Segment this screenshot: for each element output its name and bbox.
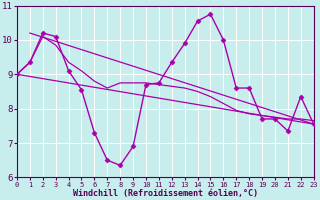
X-axis label: Windchill (Refroidissement éolien,°C): Windchill (Refroidissement éolien,°C) — [73, 189, 258, 198]
